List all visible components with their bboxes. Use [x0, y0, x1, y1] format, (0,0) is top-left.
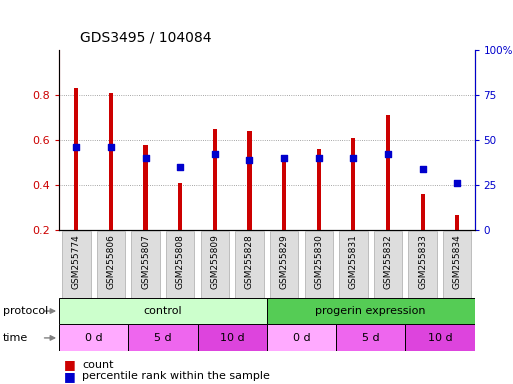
Text: GSM255829: GSM255829	[280, 234, 289, 288]
Bar	[339, 231, 367, 298]
Text: count: count	[82, 360, 113, 370]
Bar	[421, 194, 425, 230]
Text: GSM255828: GSM255828	[245, 234, 254, 288]
Text: protocol: protocol	[3, 306, 48, 316]
Bar	[74, 88, 78, 230]
Bar	[62, 231, 90, 298]
Text: GSM255809: GSM255809	[210, 234, 220, 289]
Point	[419, 166, 427, 172]
Bar	[128, 324, 198, 351]
Text: 10 d: 10 d	[220, 333, 245, 343]
Text: 0 d: 0 d	[85, 333, 103, 343]
Bar	[97, 231, 125, 298]
Bar	[374, 231, 402, 298]
Point	[211, 151, 219, 157]
Point	[107, 144, 115, 150]
Text: progerin expression: progerin expression	[315, 306, 426, 316]
Text: GSM255834: GSM255834	[452, 234, 462, 288]
Text: ■: ■	[64, 358, 76, 371]
Bar	[235, 231, 264, 298]
Bar	[198, 324, 267, 351]
Point	[453, 180, 461, 186]
Text: GSM255831: GSM255831	[349, 234, 358, 289]
Point	[142, 155, 150, 161]
Bar	[408, 231, 437, 298]
Text: GSM255808: GSM255808	[175, 234, 185, 289]
Point	[349, 155, 358, 161]
Bar	[282, 158, 286, 230]
Text: GSM255830: GSM255830	[314, 234, 323, 289]
Bar	[270, 231, 298, 298]
Point	[280, 155, 288, 161]
Bar	[267, 298, 475, 324]
Bar	[166, 231, 194, 298]
Text: ■: ■	[64, 370, 76, 383]
Text: time: time	[3, 333, 28, 343]
Text: 5 d: 5 d	[154, 333, 172, 343]
Text: GSM255832: GSM255832	[383, 234, 392, 288]
Bar	[109, 93, 113, 230]
Point	[72, 144, 81, 150]
Bar	[178, 183, 182, 230]
Bar	[305, 231, 333, 298]
Bar	[386, 115, 390, 230]
Bar	[443, 231, 471, 298]
Text: GSM255774: GSM255774	[72, 234, 81, 288]
Text: 0 d: 0 d	[292, 333, 310, 343]
Text: GSM255806: GSM255806	[106, 234, 115, 289]
Bar	[131, 231, 160, 298]
Bar	[247, 131, 251, 230]
Text: control: control	[144, 306, 182, 316]
Point	[176, 164, 184, 170]
Text: GSM255807: GSM255807	[141, 234, 150, 289]
Bar	[267, 324, 336, 351]
Bar	[59, 324, 128, 351]
Point	[384, 151, 392, 157]
Bar	[213, 129, 217, 230]
Bar	[317, 149, 321, 230]
Bar	[336, 324, 405, 351]
Point	[314, 155, 323, 161]
Bar	[144, 145, 148, 230]
Text: 10 d: 10 d	[427, 333, 452, 343]
Bar	[201, 231, 229, 298]
Bar	[455, 215, 459, 230]
Bar	[351, 138, 356, 230]
Text: percentile rank within the sample: percentile rank within the sample	[82, 371, 270, 381]
Bar	[59, 298, 267, 324]
Text: GDS3495 / 104084: GDS3495 / 104084	[80, 30, 211, 45]
Bar	[405, 324, 475, 351]
Point	[245, 157, 253, 164]
Text: 5 d: 5 d	[362, 333, 380, 343]
Text: GSM255833: GSM255833	[418, 234, 427, 289]
